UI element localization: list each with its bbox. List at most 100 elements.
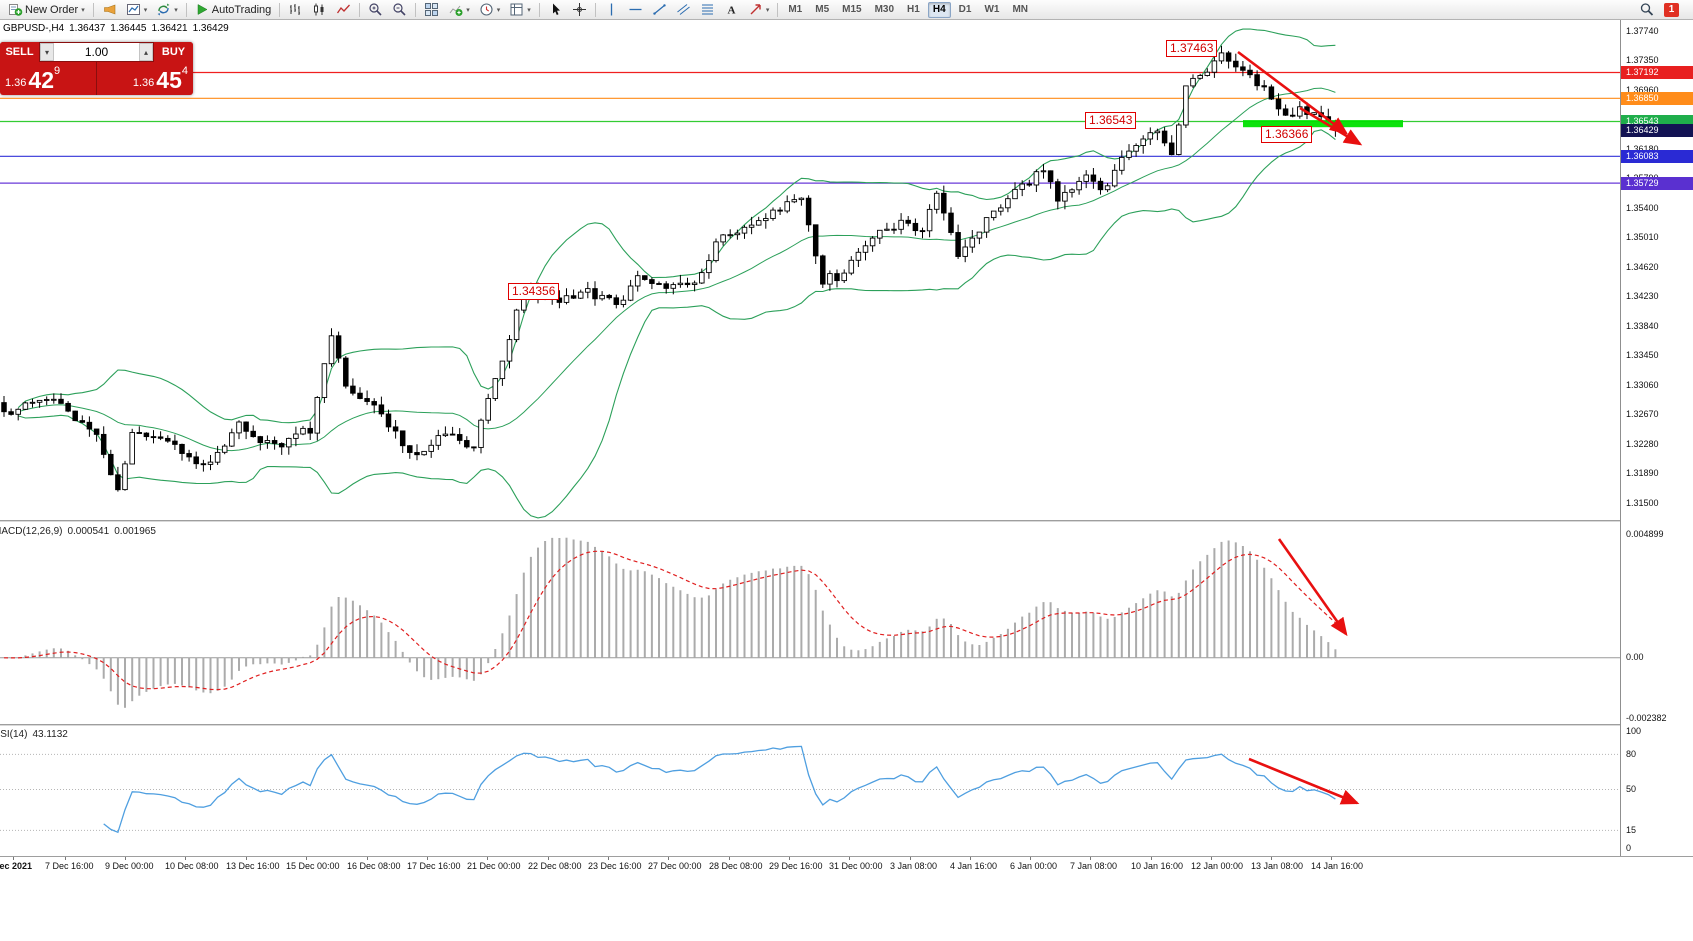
- new-order-icon: [8, 2, 23, 17]
- panel-separator[interactable]: [0, 724, 1693, 726]
- trend-arrow[interactable]: [1248, 757, 1360, 805]
- timeframe-button-h1[interactable]: H1: [907, 3, 920, 15]
- trendline-button[interactable]: [648, 1, 671, 19]
- price-axis[interactable]: 1.37740 1.37350 1.37192 1.36960 1.36850 1.365…: [1620, 20, 1693, 856]
- periods-button[interactable]: ▾: [475, 1, 505, 19]
- alerts-button[interactable]: [98, 1, 121, 19]
- sell-button[interactable]: SELL: [0, 42, 39, 62]
- tile-windows-button[interactable]: [420, 1, 443, 19]
- bollinger-upper-band[interactable]: [17, 28, 1336, 424]
- dropdown-arrow-icon: ▾: [765, 6, 770, 14]
- bollinger-middle-band[interactable]: [18, 87, 1336, 452]
- timeframe-button-d1[interactable]: D1: [958, 3, 972, 15]
- bar-chart-button[interactable]: [284, 1, 307, 19]
- candlestick-icon: [312, 2, 327, 17]
- time-axis-label: 12 Jan 00:00: [1191, 861, 1244, 871]
- time-axis-tick: [487, 857, 488, 860]
- price-label-annotation[interactable]: 1.34356: [508, 283, 560, 300]
- time-axis-label: 10 Jan 16:00: [1131, 861, 1184, 871]
- time-axis[interactable]: Dec 2021 7 Dec 16:00 9 Dec 00:00 10 Dec 08:…: [0, 857, 1693, 875]
- line-chart-button[interactable]: [332, 1, 355, 19]
- time-axis-label: 7 Dec 16:00: [45, 861, 94, 871]
- volume-input[interactable]: 1.00: [84, 45, 109, 59]
- zoom-in-button[interactable]: [364, 1, 387, 19]
- time-axis-tick: [668, 857, 669, 860]
- timeframe-button-h4[interactable]: H4: [927, 1, 951, 18]
- chart-window: GBPUSD-,H4 1.36437 1.36445 1.36421 1.36429 S…: [0, 20, 1693, 941]
- toolbar-separator: [279, 2, 281, 17]
- price-label-annotation[interactable]: 1.36366: [1261, 126, 1313, 143]
- candlestick-chart-button[interactable]: [308, 1, 331, 19]
- candles-layer: [1, 45, 1339, 492]
- new-order-button-label: New Order: [25, 3, 79, 16]
- notification-badge[interactable]: 1: [1664, 2, 1679, 17]
- main-toolbar: New Order ▾ ▾ ▾ AutoTrading ▾ ▾ ▾ A ▾ M1 M5 M15 M30 H1…: [0, 0, 1693, 20]
- time-axis-tick: [306, 857, 307, 860]
- chart-annotations-layer: 1.37463 1.36543 1.36366 1.34356: [0, 20, 1620, 520]
- templates-button[interactable]: ▾: [505, 1, 535, 19]
- timeframe-button-m5[interactable]: M5: [815, 3, 830, 15]
- timeframe-button-mn[interactable]: MN: [1012, 3, 1028, 15]
- arrows-button[interactable]: ▾: [744, 1, 774, 19]
- text-icon: A: [724, 2, 739, 17]
- time-axis-label: 28 Dec 08:00: [709, 861, 763, 871]
- crosshair-button[interactable]: [568, 1, 591, 19]
- profiles-icon: [156, 2, 171, 17]
- timeframe-button-m1[interactable]: M1: [788, 3, 803, 15]
- zoom-out-button[interactable]: [388, 1, 411, 19]
- toolbar-separator: [538, 2, 540, 17]
- volume-decrease-button[interactable]: ▾: [40, 43, 54, 61]
- rsi-panel[interactable]: [0, 726, 1620, 856]
- rsi-axis-label: 50: [1626, 784, 1637, 794]
- time-axis-tick: [1090, 857, 1091, 860]
- timeframe-button-w1[interactable]: W1: [984, 3, 1000, 15]
- time-axis-label: 6 Jan 00:00: [1010, 861, 1058, 871]
- zoom-out-icon: [392, 2, 407, 17]
- buy-button[interactable]: BUY: [154, 42, 193, 62]
- bid-price[interactable]: 1.36 42 9: [0, 62, 96, 95]
- trend-arrow[interactable]: [1237, 50, 1349, 135]
- horizontal-line-button[interactable]: [624, 1, 647, 19]
- macd-panel[interactable]: [0, 522, 1620, 724]
- panel-separator[interactable]: [0, 520, 1693, 522]
- cursor-button[interactable]: [544, 1, 567, 19]
- price-divider: [96, 62, 97, 95]
- text-button[interactable]: A: [720, 1, 743, 19]
- time-axis-tick: [125, 857, 126, 860]
- time-axis-tick: [367, 857, 368, 860]
- autotrading-button[interactable]: AutoTrading: [191, 1, 276, 19]
- search-button[interactable]: [1635, 1, 1658, 19]
- price-axis-label: 1.37350: [1626, 55, 1659, 65]
- support-zone-highlight[interactable]: [1243, 120, 1403, 128]
- price-label-annotation[interactable]: 1.36543: [1085, 112, 1137, 129]
- vertical-line-button[interactable]: [600, 1, 623, 19]
- timeframe-button-m15[interactable]: M15: [842, 3, 862, 15]
- indicators-button[interactable]: ▾: [444, 1, 474, 19]
- time-axis-label: 13 Jan 08:00: [1251, 861, 1304, 871]
- trend-arrow[interactable]: [1277, 538, 1348, 637]
- price-chart[interactable]: [0, 20, 1620, 520]
- volume-increase-button[interactable]: ▴: [139, 43, 153, 61]
- clock-icon: [479, 2, 494, 17]
- time-axis-label: 14 Jan 16:00: [1311, 861, 1364, 871]
- timeframe-button-m30[interactable]: M30: [874, 3, 895, 15]
- ask-price[interactable]: 1.36 45 4: [97, 62, 193, 95]
- price-label-annotation[interactable]: 1.37463: [1166, 40, 1218, 57]
- channel-button[interactable]: [672, 1, 695, 19]
- profiles-button[interactable]: ▾: [152, 1, 182, 19]
- time-axis-tick: [910, 857, 911, 860]
- toolbar-separator: [359, 2, 361, 17]
- dropdown-arrow-icon: ▾: [496, 6, 501, 14]
- search-icon: [1639, 2, 1654, 17]
- bollinger-lower-band[interactable]: [18, 129, 1336, 519]
- trend-arrow[interactable]: [1299, 106, 1363, 146]
- new-order-button[interactable]: New Order ▾: [4, 1, 89, 19]
- bid-pip-digit: 9: [54, 65, 61, 77]
- ask-pip-digit: 4: [181, 65, 188, 77]
- fibonacci-button[interactable]: [696, 1, 719, 19]
- time-axis-label: 7 Jan 08:00: [1070, 861, 1118, 871]
- rsi-axis-label: 15: [1626, 825, 1637, 835]
- price-axis-label: 1.35400: [1626, 202, 1659, 213]
- new-chart-button[interactable]: ▾: [122, 1, 152, 19]
